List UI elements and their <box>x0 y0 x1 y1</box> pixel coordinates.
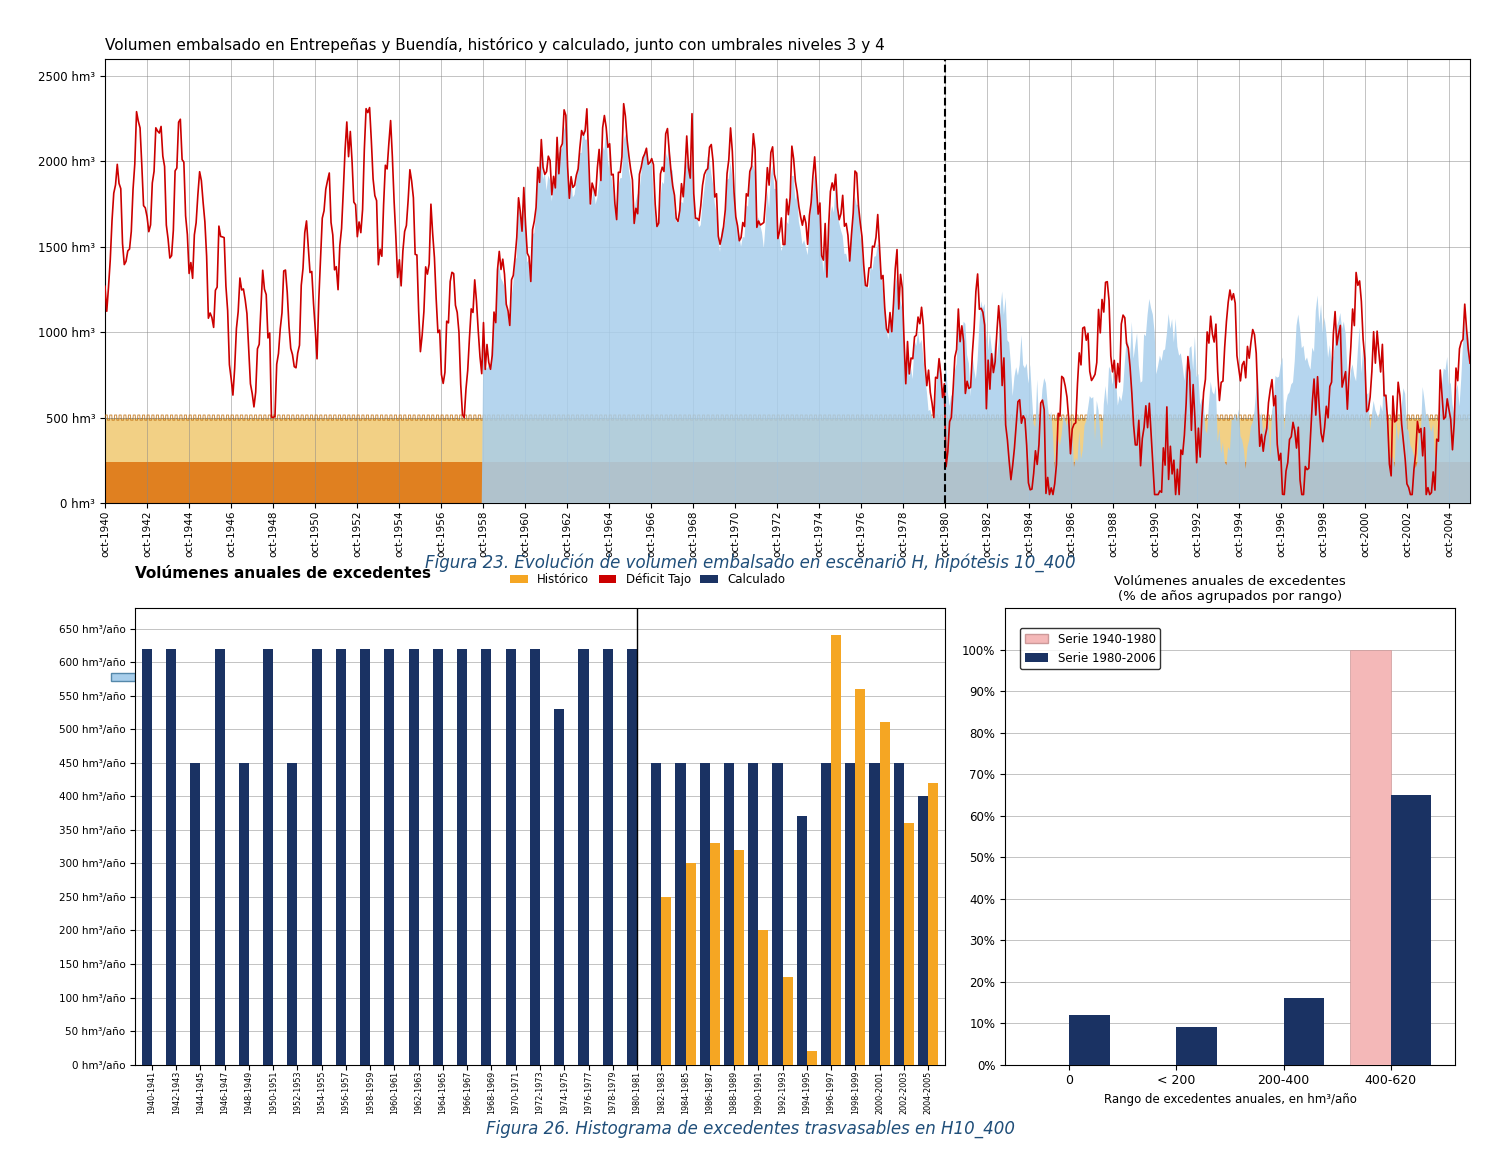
Bar <box>651 763 662 1065</box>
Legend: Serie 1940-1980, Serie 1980-2006: Serie 1940-1980, Serie 1980-2006 <box>1020 628 1161 669</box>
Bar <box>238 763 249 1065</box>
Bar <box>433 648 442 1065</box>
Bar <box>384 648 394 1065</box>
Bar <box>1390 796 1431 1065</box>
Bar <box>844 763 855 1065</box>
Bar <box>579 648 588 1065</box>
Bar <box>870 763 879 1065</box>
Bar <box>1284 998 1324 1065</box>
Legend: Histórico volumen EyB, Umbral Alerta, Umbral emergencia, Volumen EyB Calculado: Histórico volumen EyB, Umbral Alerta, Um… <box>111 670 768 684</box>
Bar <box>214 648 225 1065</box>
Bar <box>1070 1014 1110 1065</box>
Bar <box>530 648 540 1065</box>
Bar <box>699 763 709 1065</box>
Bar <box>627 648 638 1065</box>
Bar <box>105 418 1470 462</box>
Bar <box>724 763 734 1065</box>
Bar <box>710 844 720 1065</box>
Bar <box>312 648 321 1065</box>
Bar <box>662 897 672 1065</box>
Bar <box>408 648 419 1065</box>
Bar <box>458 648 466 1065</box>
Bar <box>783 977 792 1065</box>
Bar <box>904 824 914 1065</box>
Bar <box>482 648 492 1065</box>
Bar <box>772 763 783 1065</box>
Bar <box>262 648 273 1065</box>
Text: Volúmenes anuales de excedentes: Volúmenes anuales de excedentes <box>135 566 430 581</box>
Bar <box>759 930 768 1065</box>
Bar <box>796 817 807 1065</box>
Bar <box>807 1052 818 1065</box>
Bar <box>675 763 686 1065</box>
Bar <box>928 783 938 1065</box>
Bar <box>506 648 516 1065</box>
Bar <box>1350 649 1390 1065</box>
Bar <box>166 648 176 1065</box>
Bar <box>918 797 928 1065</box>
Text: Figura 23. Evolución de volumen embalsado en escenario H, hipótesis 10_400: Figura 23. Evolución de volumen embalsad… <box>424 553 1076 572</box>
Bar <box>554 709 564 1065</box>
Bar <box>879 722 890 1065</box>
Bar <box>142 648 152 1065</box>
Bar <box>360 648 370 1065</box>
Legend: Histórico, Déficit Tajo, Calculado: Histórico, Déficit Tajo, Calculado <box>506 569 790 591</box>
Bar <box>190 763 201 1065</box>
Text: Figura 26. Histograma de excedentes trasvasables en H10_400: Figura 26. Histograma de excedentes tras… <box>486 1120 1014 1138</box>
Bar <box>686 863 696 1065</box>
Text: Volumen embalsado en Entrepeñas y Buendía, histórico y calculado, junto con umbr: Volumen embalsado en Entrepeñas y Buendí… <box>105 37 885 53</box>
Bar <box>734 849 744 1065</box>
Bar <box>105 462 1470 503</box>
Bar <box>821 763 831 1065</box>
Bar <box>855 689 865 1065</box>
Bar <box>288 763 297 1065</box>
Bar <box>1176 1027 1216 1065</box>
Bar <box>603 648 613 1065</box>
Bar <box>894 763 904 1065</box>
X-axis label: Rango de excedentes anuales, en hm³/año: Rango de excedentes anuales, en hm³/año <box>1104 1093 1356 1106</box>
Bar <box>336 648 346 1065</box>
Bar <box>748 763 759 1065</box>
Title: Volúmenes anuales de excedentes
(% de años agrupados por rango): Volúmenes anuales de excedentes (% de añ… <box>1114 576 1346 603</box>
Bar <box>831 635 842 1065</box>
